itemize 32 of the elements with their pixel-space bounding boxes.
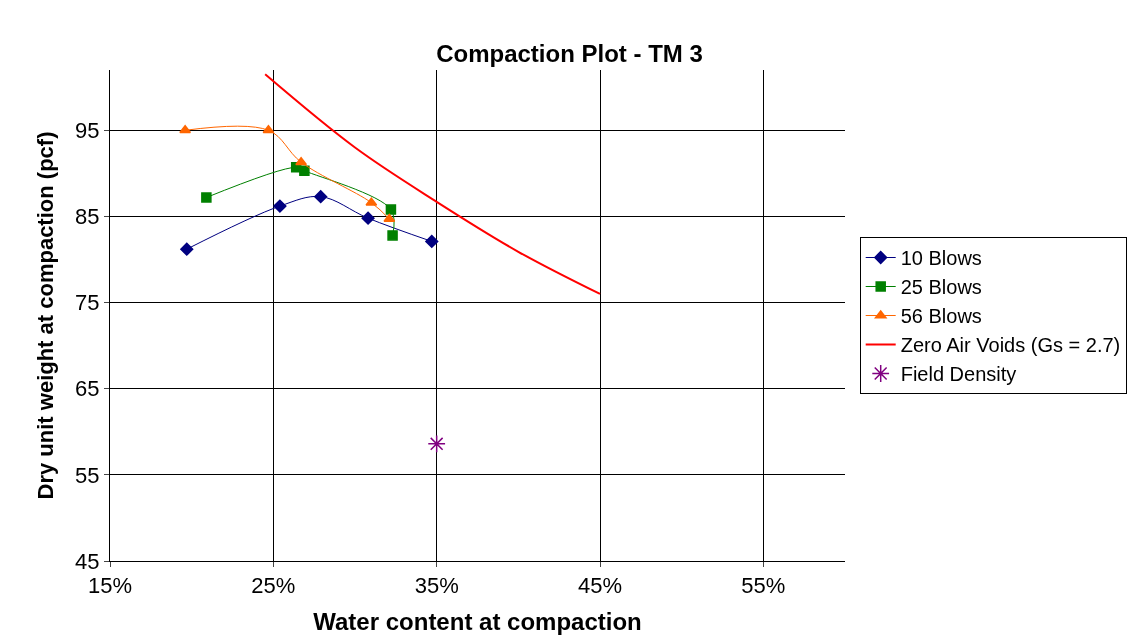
point <box>201 192 212 203</box>
x-axis-title: Water content at compaction <box>313 607 642 635</box>
y-tick-label: 85 <box>75 204 100 230</box>
point <box>295 156 308 166</box>
y-tick-label: 65 <box>75 376 100 402</box>
x-tick-label: 35% <box>414 573 459 599</box>
x-tick-label: 45% <box>577 573 623 599</box>
y-tick-label: 45 <box>75 548 100 574</box>
point <box>273 199 287 213</box>
point <box>387 230 398 241</box>
legend-label: 56 Blows <box>900 305 982 328</box>
x-tick-label: 15% <box>87 573 133 599</box>
point <box>425 234 439 249</box>
point <box>361 211 375 225</box>
legend-label: 10 Blows <box>900 247 982 270</box>
point <box>383 213 396 223</box>
point <box>314 190 328 204</box>
point <box>427 434 446 453</box>
legend-label: Field Density <box>900 363 1017 386</box>
y-tick-label: 95 <box>75 118 100 143</box>
point <box>385 204 397 215</box>
legend-label: Zero Air Voids (Gs = 2.7) <box>900 334 1121 357</box>
point <box>299 165 310 177</box>
x-tick-label: 55% <box>741 573 786 599</box>
x-tick-label: 25% <box>251 573 296 599</box>
y-tick-label: 75 <box>75 290 100 316</box>
line-series <box>264 73 601 295</box>
y-axis-title: Dry unit weight at compaction (pcf) <box>32 131 58 500</box>
chart-title: Compaction Plot - TM 3 <box>436 39 703 67</box>
legend-label: 25 Blows <box>900 276 982 299</box>
point <box>180 242 194 256</box>
y-tick-label: 55 <box>75 462 100 488</box>
